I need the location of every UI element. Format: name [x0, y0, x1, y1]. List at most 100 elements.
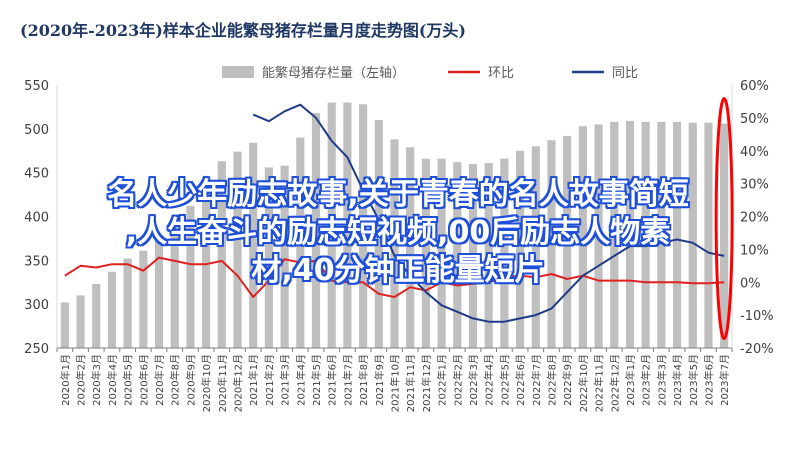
bar [594, 124, 603, 348]
right-tick-label: 40% [740, 145, 769, 160]
bar [202, 188, 211, 348]
x-tick-label: 2022年10月 [577, 354, 590, 412]
x-tick-label: 2022年5月 [498, 354, 511, 406]
x-tick-label: 2023年1月 [624, 354, 637, 406]
bar-series [60, 102, 729, 349]
x-tick-label: 2023年7月 [718, 354, 731, 406]
bar [484, 163, 493, 348]
axes: 250 300 350 400 450 500 550 -20% -10% 0% 10% 20% 30%… [24, 79, 773, 412]
bar [390, 139, 399, 348]
bar [641, 121, 650, 348]
bar [359, 104, 368, 348]
bar [406, 147, 415, 348]
legend-label: 同比 [612, 66, 638, 81]
right-tick-label: -10% [740, 309, 774, 324]
bar [123, 258, 132, 348]
x-tick-label: 2021年4月 [294, 354, 307, 406]
bar [720, 123, 729, 348]
left-tick-label: 400 [24, 211, 49, 226]
x-tick-label: 2020年1月 [59, 354, 72, 406]
bar [578, 126, 587, 348]
bar [186, 205, 195, 348]
x-tick-label: 2020年8月 [169, 354, 182, 406]
bar [154, 239, 164, 348]
bar [421, 158, 430, 348]
left-tick-label: 500 [24, 123, 49, 138]
bar [311, 113, 321, 348]
bar [92, 284, 101, 348]
x-tick-label: 2021年12月 [420, 354, 433, 412]
right-tick-label: 60% [740, 79, 769, 94]
annotation-layer [714, 97, 734, 340]
legend-swatch-bars [222, 66, 254, 78]
mom-line [64, 256, 725, 298]
x-tick-label: 2023年4月 [671, 354, 684, 406]
bar [233, 151, 242, 348]
x-tick-label: 2021年6月 [326, 354, 339, 406]
x-tick-label: 2021年10月 [389, 354, 402, 412]
bar [657, 121, 666, 348]
bar [547, 140, 556, 348]
line-series [64, 103, 725, 323]
bar [453, 162, 462, 348]
left-tick-label: 450 [24, 167, 49, 182]
left-tick-label: 300 [24, 298, 49, 313]
bar [60, 302, 69, 348]
x-tick-label: 2020年11月 [216, 354, 229, 412]
x-tick-label: 2023年5月 [687, 354, 700, 406]
x-tick-label: 2020年2月 [75, 354, 88, 406]
x-tick-label: 2022年4月 [483, 354, 496, 406]
x-tick-label: 2021年2月 [263, 354, 276, 406]
x-tick-label: 2022年1月 [436, 354, 449, 406]
bar [343, 102, 352, 349]
right-tick-label: 50% [740, 112, 769, 127]
x-tick-label: 2022年6月 [514, 354, 527, 406]
bar [468, 163, 478, 348]
bar [437, 158, 446, 348]
legend-label: 环比 [488, 66, 514, 81]
bar [374, 120, 383, 348]
bar [296, 137, 305, 348]
bar [610, 121, 619, 348]
bar [500, 158, 509, 348]
right-tick-label: 20% [740, 211, 769, 226]
x-tick-label: 2020年3月 [90, 354, 103, 406]
x-tick-label: 2021年3月 [279, 354, 292, 406]
x-tick-label: 2021年1月 [247, 354, 260, 406]
bar [139, 250, 148, 348]
overlay-caption: 名人少年励志故事,关于青春的名人故事简短 ,人生奋斗的励志短视频,00后励志人物… [0, 176, 796, 290]
overlay-line-3: 材,40分钟正能量短片 [251, 253, 545, 288]
bar [672, 121, 682, 348]
x-tick-label: 2020年7月 [153, 354, 166, 406]
x-tick-label: 2023年6月 [702, 354, 715, 406]
bar [327, 102, 336, 349]
x-tick-label: 2022年3月 [467, 354, 480, 406]
bar [217, 161, 226, 348]
x-tick-label: 2021年7月 [341, 354, 354, 406]
left-tick-label: 550 [24, 79, 49, 94]
right-tick-label: -20% [740, 342, 774, 357]
chart-legend: 能繁母猪存栏量（左轴） 环比 同比 [222, 65, 638, 81]
bar [531, 146, 540, 348]
x-tick-label: 2021年11月 [404, 354, 417, 412]
legend-label: 能繁母猪存栏量（左轴） [262, 65, 405, 81]
right-tick-label: 30% [740, 178, 769, 193]
x-tick-label: 2020年4月 [106, 354, 119, 406]
x-tick-label: 2022年7月 [530, 354, 543, 406]
yoy-line [252, 103, 725, 323]
left-tick-label: 250 [24, 342, 49, 357]
bar [704, 122, 713, 349]
overlay-line-1: 名人少年励志故事,关于青春的名人故事简短 [107, 177, 689, 212]
x-tick-label: 2023年2月 [640, 354, 653, 406]
bar [249, 142, 258, 348]
highlight-ellipse [714, 97, 734, 340]
chart-title: (2020年-2023年)样本企业能繁母猪存栏量月度走势图(万头) [20, 21, 466, 40]
x-tick-label: 2020年5月 [122, 354, 135, 406]
x-tick-label: 2021年5月 [310, 354, 323, 406]
x-tick-label: 2020年12月 [232, 354, 245, 412]
bar [170, 223, 179, 348]
bar [516, 150, 525, 348]
right-tick-label: 0% [740, 276, 761, 291]
right-tick-label: 10% [740, 243, 769, 258]
